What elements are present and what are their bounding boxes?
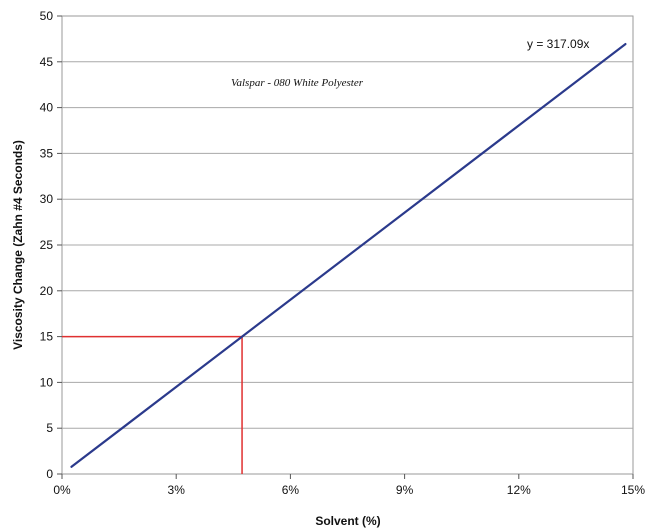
reference-lines	[62, 335, 243, 474]
y-tick-label: 5	[46, 421, 53, 435]
y-tick-label: 50	[40, 9, 54, 23]
x-tick-labels: 0% 3% 6% 9% 12% 15%	[53, 474, 645, 497]
x-tick-label: 3%	[168, 483, 186, 497]
y-tick-label: 40	[40, 101, 54, 115]
y-axis-title: Viscosity Change (Zahn #4 Seconds)	[11, 140, 25, 350]
trendline-equation: y = 317.09x	[527, 37, 589, 51]
series-group	[70, 42, 627, 468]
y-tick-label: 30	[40, 192, 54, 206]
x-tick-label: 12%	[507, 483, 531, 497]
x-tick-label: 0%	[53, 483, 71, 497]
gridlines	[62, 61, 633, 429]
series-line	[70, 42, 627, 468]
x-tick-label: 9%	[396, 483, 414, 497]
x-tick-label: 15%	[621, 483, 645, 497]
chart-annotation: Valspar - 080 White Polyester	[231, 77, 364, 89]
y-tick-label: 45	[40, 55, 54, 69]
y-tick-label: 20	[40, 284, 54, 298]
y-tick-labels: 0 5 10 15 20 25 30 35 40 45 50	[40, 9, 62, 481]
y-tick-label: 35	[40, 146, 54, 160]
y-tick-label: 0	[46, 467, 53, 481]
y-tick-label: 15	[40, 330, 54, 344]
x-tick-label: 6%	[282, 483, 300, 497]
x-axis-title: Solvent (%)	[315, 514, 380, 528]
y-tick-label: 25	[40, 238, 54, 252]
y-tick-label: 10	[40, 375, 54, 389]
